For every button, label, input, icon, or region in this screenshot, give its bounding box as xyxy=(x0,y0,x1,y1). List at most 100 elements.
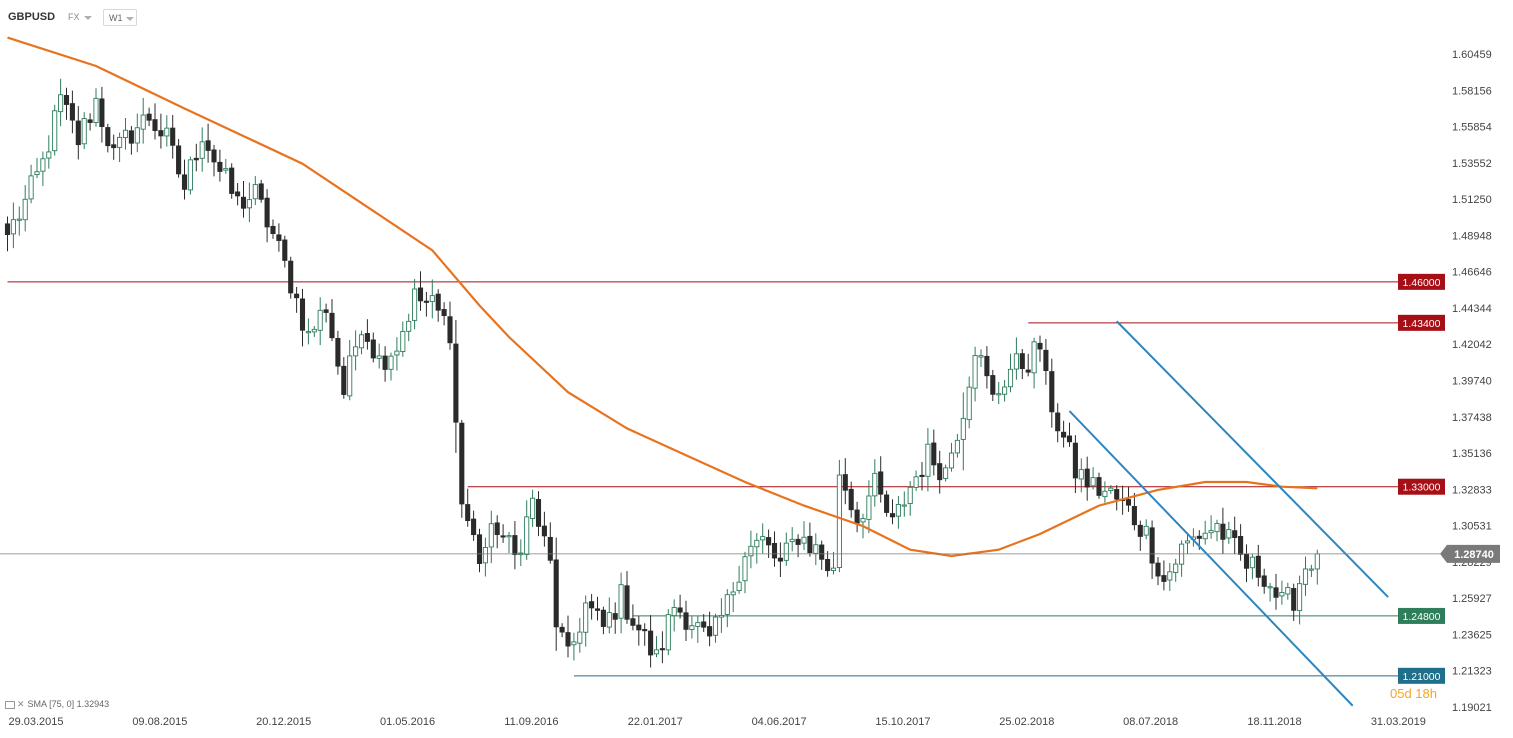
candle-body xyxy=(984,355,990,377)
candle-body xyxy=(996,393,1002,396)
y-tick-label: 1.42042 xyxy=(1452,339,1492,351)
symbol-label[interactable]: GBPUSD xyxy=(8,11,56,23)
candle-body xyxy=(229,167,235,194)
candle-body xyxy=(1261,575,1267,587)
level-badge-label: 1.33000 xyxy=(1403,482,1441,494)
candle-body xyxy=(282,239,288,261)
candle-body xyxy=(117,136,123,148)
market-label[interactable]: FX xyxy=(68,12,80,22)
candle-body xyxy=(63,95,70,105)
candle-body xyxy=(842,474,848,491)
candle-body xyxy=(565,632,571,647)
candle-body xyxy=(423,300,429,303)
candle-body xyxy=(187,159,193,191)
candle-body xyxy=(217,161,223,172)
candle-body xyxy=(677,607,683,613)
chevron-down-icon xyxy=(126,17,134,21)
candle-body xyxy=(642,629,648,632)
candle-body xyxy=(913,476,919,488)
candle-body xyxy=(364,333,370,342)
candle-body xyxy=(1155,562,1161,577)
candle-body xyxy=(813,544,819,554)
candle-body xyxy=(524,516,530,555)
y-tick-label: 1.19021 xyxy=(1452,702,1492,714)
last-price-label: 1.28740 xyxy=(1454,549,1494,561)
candle-body xyxy=(158,130,164,137)
candle-body xyxy=(1066,435,1073,443)
candle-countdown: 05d 18h xyxy=(1390,686,1437,701)
candle-body xyxy=(1173,563,1179,573)
candle-body xyxy=(659,648,665,651)
candle-body xyxy=(176,145,182,175)
candle-body xyxy=(1291,588,1297,611)
horizontal-levels xyxy=(7,281,1440,677)
candle-body xyxy=(748,545,754,557)
y-tick-label: 1.35136 xyxy=(1452,448,1492,460)
candle-body xyxy=(589,601,595,609)
candle-body xyxy=(429,295,435,303)
candle-body xyxy=(630,618,636,626)
level-badge xyxy=(1398,273,1445,290)
candle-body xyxy=(317,309,323,331)
candles xyxy=(4,78,1320,668)
candle-body xyxy=(577,631,583,644)
candle-body xyxy=(1007,368,1014,388)
candle-body xyxy=(771,542,778,559)
candle-body xyxy=(1279,592,1285,597)
indicator-legend: ✕ SMA [75, 0] 1.32943 xyxy=(5,699,109,710)
candle-body xyxy=(937,463,943,481)
candle-body xyxy=(311,328,317,333)
timeframe-label: W1 xyxy=(109,13,123,23)
candle-body xyxy=(606,612,612,628)
candle-body xyxy=(211,149,217,163)
candle-body xyxy=(535,499,542,527)
candle-body xyxy=(978,355,984,358)
candle-body xyxy=(671,607,677,617)
candle-body xyxy=(128,130,134,144)
candle-body xyxy=(907,486,913,505)
candle-body xyxy=(1125,499,1132,506)
candle-body xyxy=(134,127,140,144)
timeframe-select[interactable]: W1 xyxy=(103,9,137,26)
candle-body xyxy=(789,538,795,543)
sma-line xyxy=(7,36,1318,558)
candle-body xyxy=(99,98,105,128)
candle-body xyxy=(1167,571,1173,581)
candle-body xyxy=(382,355,388,370)
close-icon[interactable]: ✕ xyxy=(17,699,25,709)
last-price-badge xyxy=(1440,544,1500,563)
candle-body xyxy=(1037,342,1043,350)
y-tick-label: 1.21323 xyxy=(1452,666,1492,678)
candle-body xyxy=(919,474,925,477)
x-tick-label: 08.07.2018 xyxy=(1123,716,1178,728)
candle-body xyxy=(146,113,152,121)
y-tick-label: 1.39740 xyxy=(1452,376,1492,388)
candle-body xyxy=(1297,583,1303,612)
candle-body xyxy=(1031,341,1037,374)
candle-body xyxy=(1084,468,1090,488)
candle-body xyxy=(730,591,736,596)
candle-body xyxy=(1019,353,1025,370)
candle-body xyxy=(69,103,75,121)
candle-body xyxy=(636,624,642,631)
candle-body xyxy=(93,97,99,124)
y-tick-label: 1.51250 xyxy=(1452,194,1492,206)
candle-body xyxy=(1078,469,1084,480)
candle-body xyxy=(270,225,276,235)
market-dropdown-icon[interactable] xyxy=(84,16,92,20)
candle-body xyxy=(948,452,955,469)
candle-body xyxy=(1131,506,1137,526)
indicator-settings-icon[interactable] xyxy=(5,700,15,709)
candle-body xyxy=(1137,524,1143,537)
y-tick-label: 1.46646 xyxy=(1452,267,1492,279)
candle-body xyxy=(252,184,258,200)
candle-body xyxy=(1302,568,1309,585)
candle-body xyxy=(193,157,199,161)
candle-body xyxy=(653,649,660,655)
candle-body xyxy=(612,613,618,620)
candle-body xyxy=(848,488,854,511)
candle-body xyxy=(323,309,329,313)
candle-body xyxy=(488,523,494,548)
candle-body xyxy=(400,331,406,352)
